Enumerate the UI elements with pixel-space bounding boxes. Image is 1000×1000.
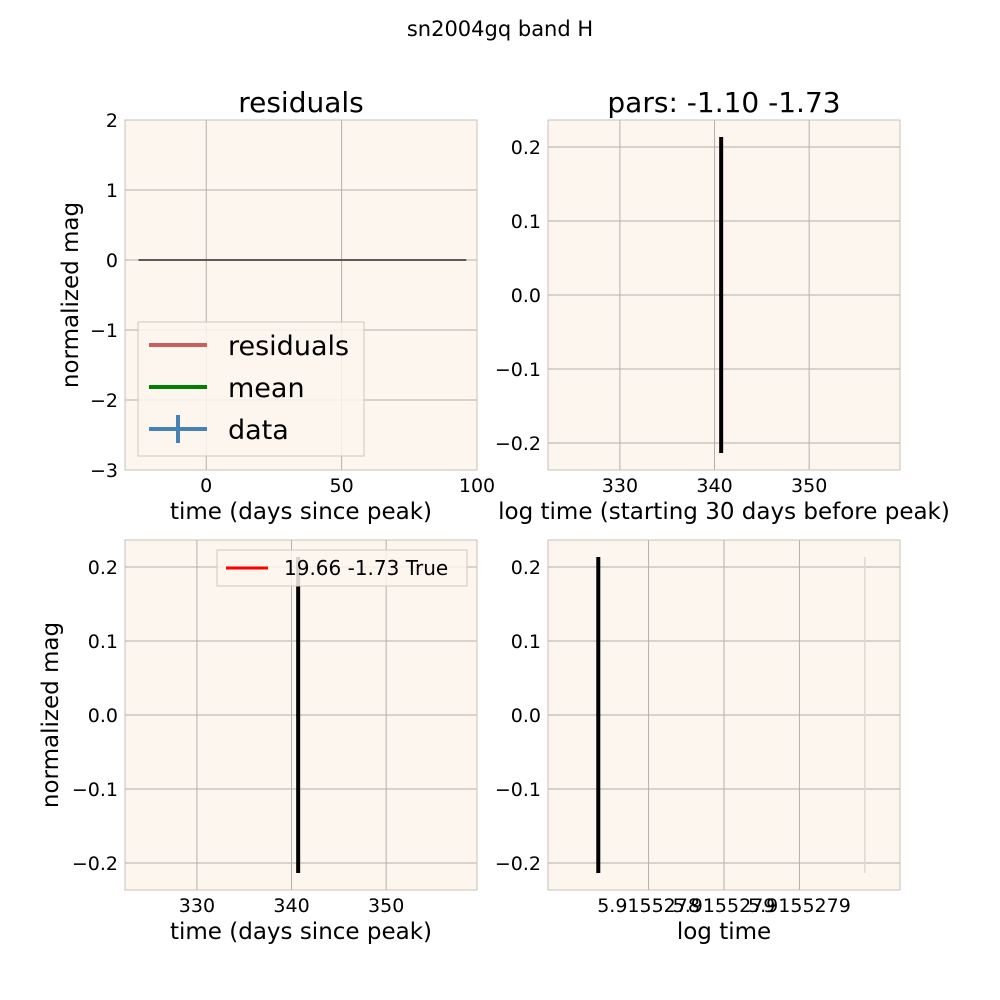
fit-x-tick-label: 330 [179,895,215,917]
residuals-x-tick-label: 0 [200,475,212,497]
fit-y-tick-label: 0.2 [88,557,118,579]
fit-y-tick-label: 0.1 [88,631,118,653]
fit-panel: 330 340 350 −0.2 −0.1 0.0 0.1 0.2 19.66 -1.73 Tr… [38,539,478,945]
residuals-panel-title: residuals [238,86,364,119]
residuals-x-tick-label: 50 [330,475,354,497]
fit-y-tick-label: −0.1 [72,779,118,801]
pars-y-tick-label: 0.1 [511,211,541,233]
legend-label-mean: mean [228,373,305,404]
fit-legend: 19.66 -1.73 True [216,549,468,587]
residuals-y-tick-label: −1 [90,320,118,342]
legend-label-data: data [228,415,289,446]
fit-data-point [296,713,301,717]
legend-label-residuals: residuals [228,331,349,362]
fit-panel-xlabel: time (days since peak) [170,919,432,945]
residuals-y-tick-label: 2 [106,110,118,132]
fit-frame [124,539,478,891]
logtime-panel: 5.91552785.91552795.9155279−0.2−0.10.00.… [495,539,901,945]
pars-x-tick-label: 330 [602,475,638,497]
fit-x-tick-label: 350 [368,895,404,917]
residuals-y-tick-label: 1 [106,180,118,202]
pars-y-tick-label: 0.2 [511,137,541,159]
figure-suptitle: sn2004gq band H [407,17,593,41]
pars-x-tick-label: 350 [791,475,827,497]
fit-y-tick-label: −0.2 [72,853,118,875]
pars-panel-title: pars: -1.10 -1.73 [607,86,840,119]
pars-x-tick-label: 340 [696,475,732,497]
pars-panel: 330 340 350 −0.2 −0.1 0.0 0.1 0.2 pars: -1.10 -1… [495,86,950,525]
fit-y-tick-label: 0.0 [88,705,118,727]
residuals-panel-ylabel: normalized mag [58,202,84,388]
pars-y-tick-label: −0.2 [495,433,541,455]
logtime-panel-xlabel: log time [677,919,771,945]
fit-x-tick-label: 340 [273,895,309,917]
pars-data-point [719,293,724,297]
fit-panel-ylabel: normalized mag [38,622,64,808]
logtime-data-point [596,713,601,717]
residuals-panel: 0 50 100−3−2−1012residualsmeandataresidual… [58,86,495,525]
logtime-y-tick-label: 0.2 [511,557,541,579]
residuals-y-tick-label: −3 [90,460,118,482]
logtime-x-tick-label: 5.9155279 [673,895,776,917]
logtime-y-tick-label: −0.2 [495,853,541,875]
pars-panel-xlabel: log time (starting 30 days before peak) [498,499,950,525]
pars-y-tick-label: −0.1 [495,359,541,381]
pars-y-tick-label: 0.0 [511,285,541,307]
residuals-y-tick-label: 0 [106,250,118,272]
logtime-y-tick-label: 0.0 [511,705,541,727]
logtime-frame [547,539,901,891]
logtime-y-tick-label: 0.1 [511,631,541,653]
logtime-x-tick-label: 5.9155279 [748,895,851,917]
fit-legend-label: 19.66 -1.73 True [284,556,448,580]
logtime-data-point [863,714,866,716]
residuals-y-tick-label: −2 [90,390,118,412]
logtime-y-tick-label: −0.1 [495,779,541,801]
residuals-frame [124,119,478,471]
residuals-legend: residuals mean data [137,321,365,457]
pars-frame [547,119,901,471]
residuals-x-tick-label: 100 [459,475,495,497]
residuals-panel-xlabel: time (days since peak) [170,499,432,525]
logtime-x-tick-label: 5.9155278 [597,895,700,917]
